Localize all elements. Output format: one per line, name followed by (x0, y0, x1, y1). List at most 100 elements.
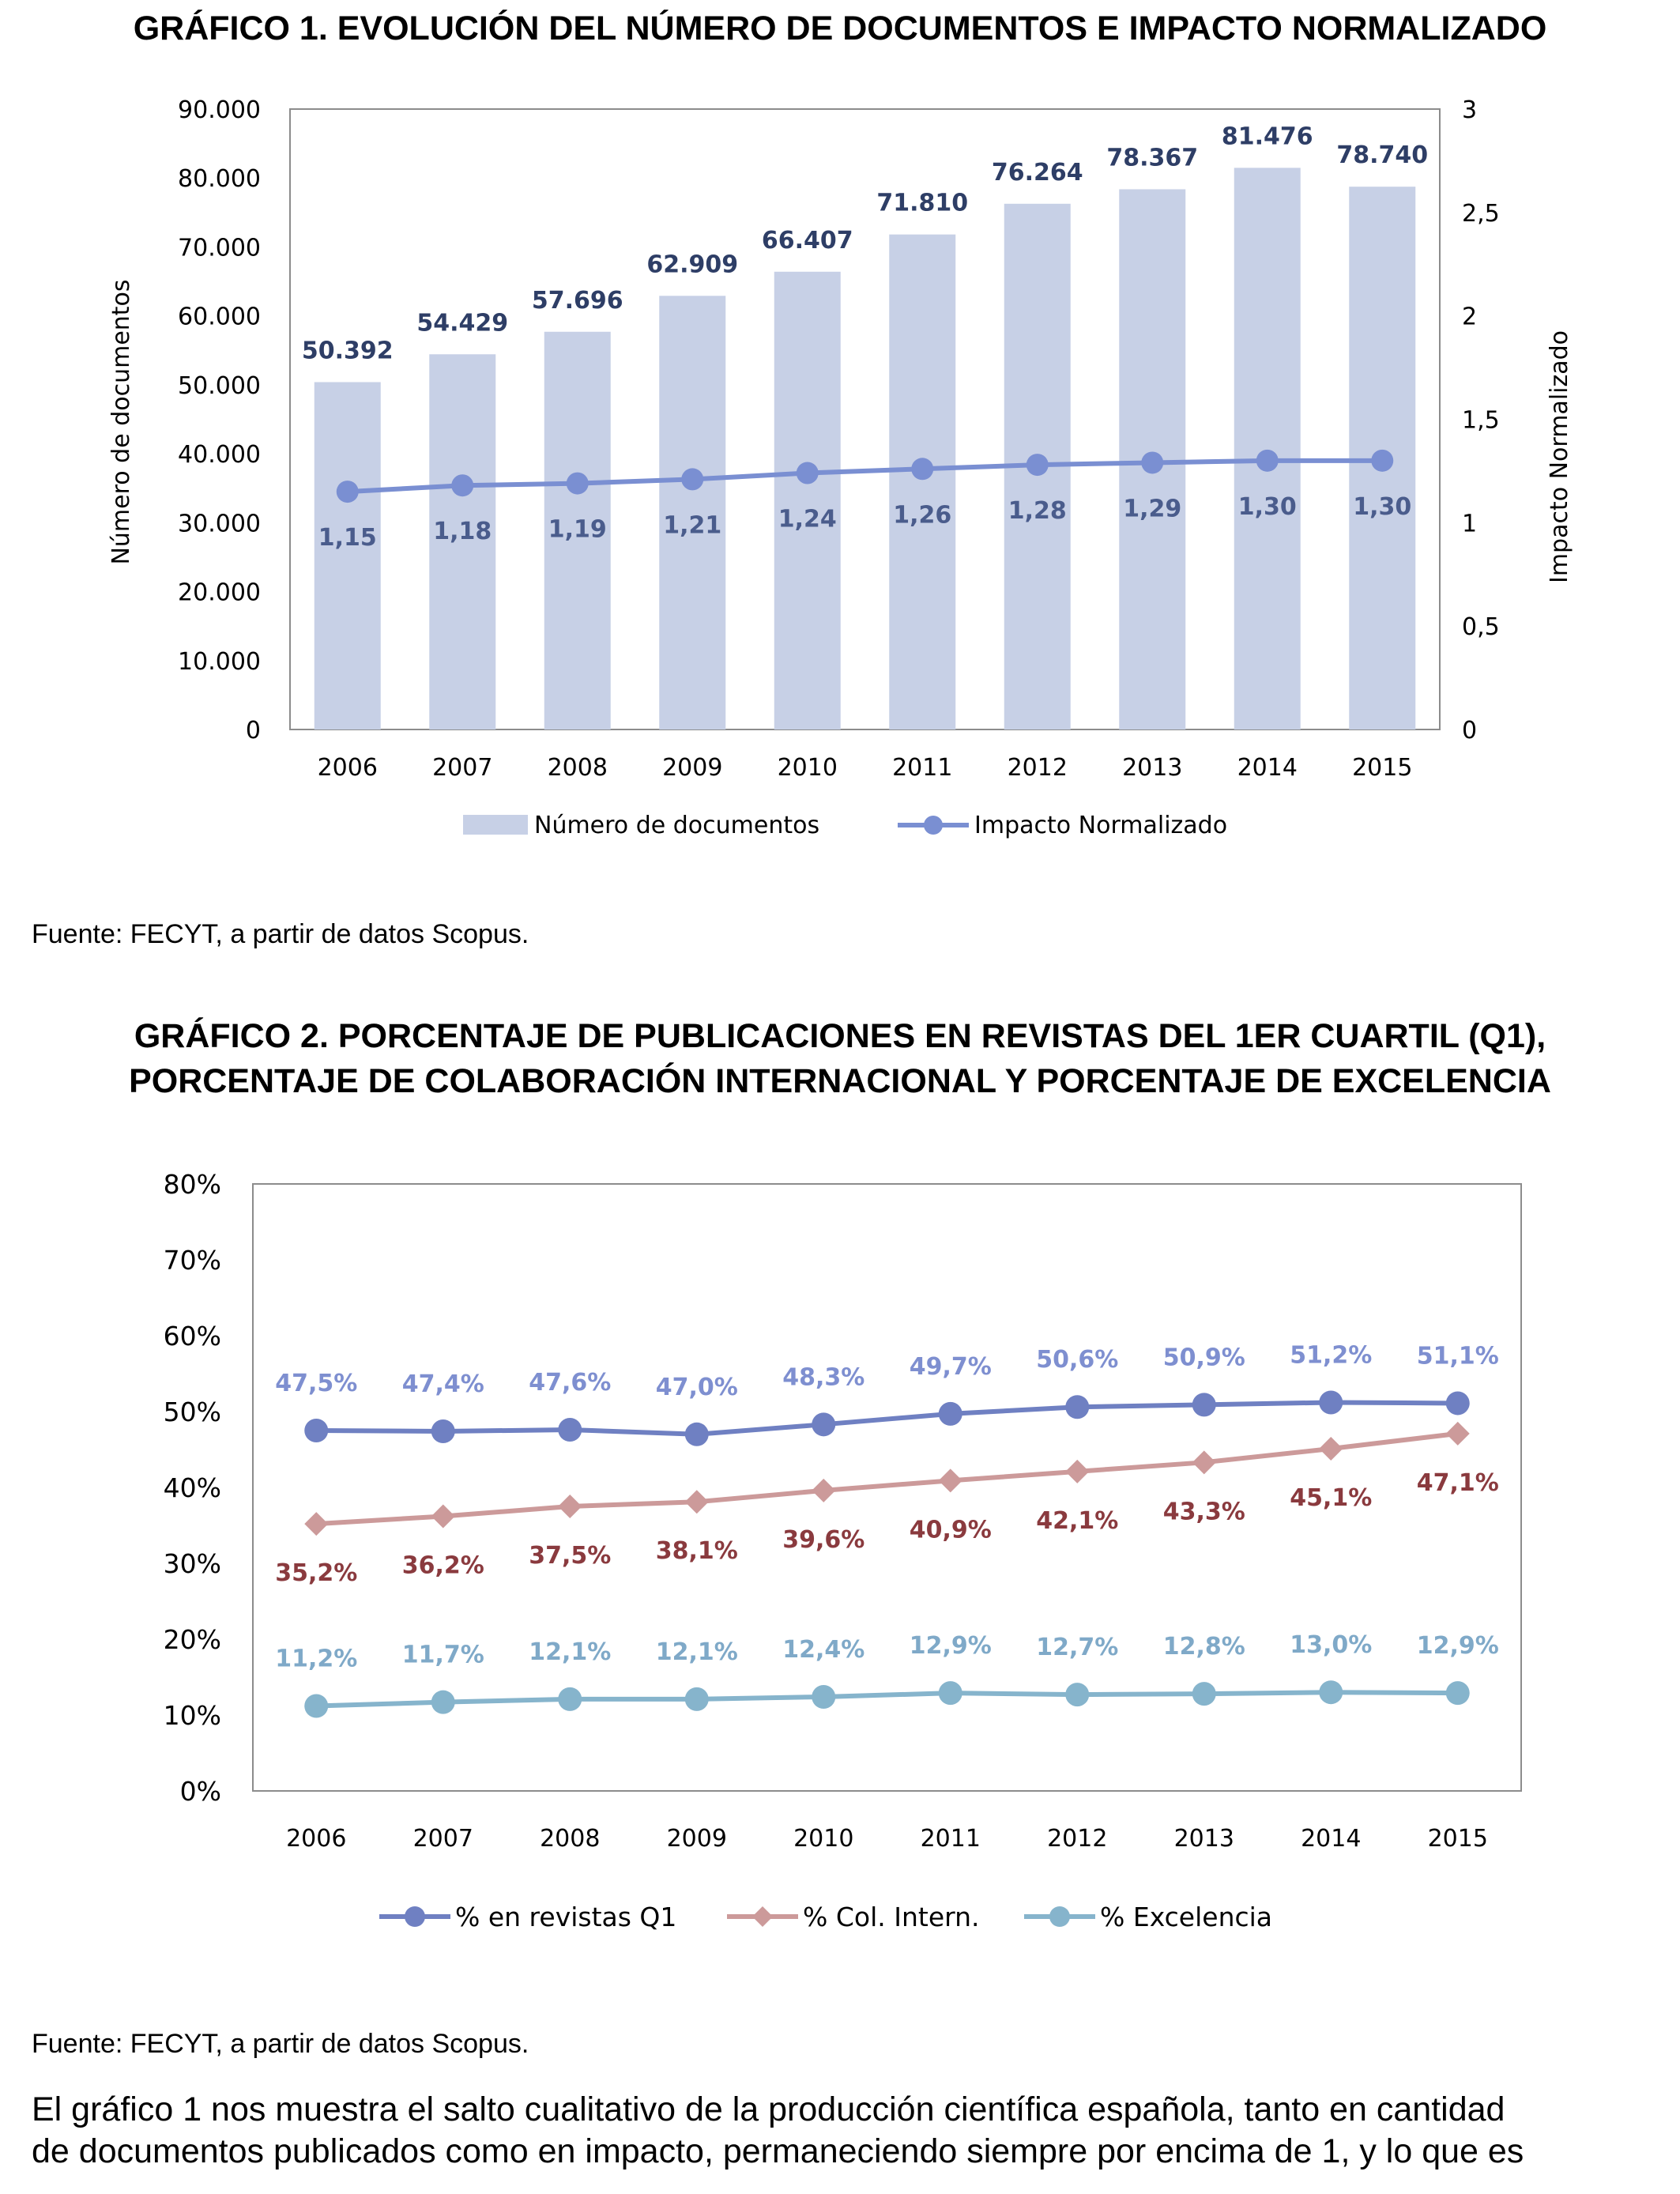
impact-data-label: 1,30 (1353, 493, 1411, 521)
series-data-label: 47,6% (529, 1369, 611, 1397)
x-axis-tick-label: 2006 (318, 754, 378, 782)
bar-data-label: 76.264 (992, 159, 1083, 187)
y-axis-tick-label: 50% (164, 1397, 221, 1427)
series-point-circle (812, 1412, 836, 1437)
series-data-label: 12,9% (910, 1632, 992, 1660)
legend-label: % en revistas Q1 (455, 1902, 676, 1932)
series-point-circle (558, 1418, 582, 1442)
legend-label-documents: Número de documentos (534, 812, 819, 839)
series-point-circle (1445, 1681, 1470, 1706)
bar-documents (1234, 168, 1301, 730)
series-data-label: 37,5% (529, 1542, 611, 1570)
x-axis-tick-label: 2014 (1301, 1825, 1361, 1853)
impact-point (451, 474, 474, 497)
series-data-label: 12,1% (656, 1638, 738, 1666)
y-axis-tick-label: 50.000 (178, 372, 261, 400)
series-point-circle (1065, 1683, 1090, 1707)
series-data-label: 12,9% (1417, 1632, 1499, 1660)
legend-marker-circle (405, 1906, 425, 1927)
plot-area-border (289, 108, 1441, 730)
impact-data-label: 1,19 (548, 516, 607, 544)
series-point-circle (304, 1694, 329, 1718)
series-data-label: 12,8% (1163, 1633, 1245, 1661)
y-axis-tick-label: 40.000 (178, 441, 261, 469)
x-axis-tick-label: 2008 (540, 1825, 600, 1853)
impact-point (566, 472, 589, 495)
x-axis-tick-label: 2014 (1237, 754, 1298, 782)
y-axis-tick-label: 60% (164, 1321, 221, 1351)
chart1-source: Fuente: FECYT, a partir de datos Scopus. (32, 919, 529, 949)
x-axis-tick-label: 2007 (432, 754, 492, 782)
impact-data-label: 1,21 (663, 511, 721, 539)
bar-documents (889, 234, 956, 729)
legend-label: % Excelencia (1100, 1902, 1272, 1932)
x-axis-tick-label: 2011 (892, 754, 952, 782)
impact-data-label: 1,15 (318, 524, 377, 552)
legend-marker-impact (924, 816, 943, 835)
series-point-diamond (304, 1512, 329, 1536)
impact-point (796, 462, 819, 484)
y-axis-tick-label: 0 (246, 717, 261, 745)
x-axis-tick-label: 2015 (1428, 1825, 1488, 1853)
y-axis-tick-label: 40% (164, 1472, 221, 1503)
series-point-circle (431, 1419, 455, 1443)
series-point-diamond (1319, 1437, 1343, 1461)
series-point-circle (1319, 1390, 1343, 1415)
series-data-label: 50,6% (1036, 1346, 1118, 1374)
impact-point (911, 458, 934, 481)
y-axis-tick-label: 70% (164, 1245, 221, 1276)
impact-data-label: 1,26 (893, 501, 951, 529)
chart2-title-line-1: GRÁFICO 2. PORCENTAJE DE PUBLICACIONES E… (134, 1017, 1546, 1055)
series-data-label: 47,5% (275, 1370, 357, 1397)
series-data-label: 43,3% (1163, 1498, 1245, 1525)
series-point-circle (684, 1687, 709, 1711)
y-axis-tick-label: 70.000 (178, 234, 261, 262)
series-data-label: 47,4% (402, 1370, 484, 1398)
y-axis-tick-label: 10.000 (178, 648, 261, 676)
series-point-diamond (1065, 1459, 1090, 1483)
impact-data-label: 1,18 (433, 518, 492, 545)
series-data-label: 12,1% (529, 1638, 611, 1666)
bar-data-label: 81.476 (1222, 123, 1313, 150)
x-axis-tick-label: 2012 (1047, 1825, 1107, 1853)
series-point-diamond (938, 1468, 962, 1493)
y2-axis-tick-label: 0,5 (1462, 613, 1500, 641)
series-data-label: 39,6% (782, 1526, 864, 1554)
series-line (316, 1431, 1459, 1527)
series-data-label: 51,2% (1290, 1341, 1372, 1369)
x-axis-tick-label: 2010 (778, 754, 838, 782)
body-line-2: de documentos publicados como en impacto… (32, 2132, 1524, 2170)
series-data-label: 13,0% (1290, 1631, 1372, 1659)
bar-data-label: 54.429 (416, 309, 508, 337)
series-data-label: 42,1% (1036, 1507, 1118, 1535)
bar-documents (774, 271, 841, 729)
legend-label-impact: Impacto Normalizado (974, 812, 1227, 839)
x-axis-tick-label: 2011 (921, 1825, 981, 1853)
y-axis-tick-label: 80% (164, 1169, 221, 1200)
series-point-circle (304, 1419, 329, 1442)
y-axis-tick-label: 30.000 (178, 510, 261, 537)
series-data-label: 38,1% (656, 1537, 738, 1565)
series-data-label: 49,7% (910, 1353, 992, 1381)
series-line (316, 1690, 1458, 1709)
chart2-source: Fuente: FECYT, a partir de datos Scopus. (32, 2029, 529, 2059)
series-data-label: 11,7% (402, 1642, 484, 1669)
impact-point (681, 468, 704, 491)
y-axis-tick-label: 20% (164, 1624, 221, 1655)
bar-documents (544, 331, 611, 729)
chart2-title-line-2: PORCENTAJE DE COLABORACIÓN INTERNACIONAL… (129, 1062, 1551, 1100)
series-data-label: 12,7% (1036, 1634, 1118, 1661)
series-point-circle (1192, 1393, 1216, 1417)
impact-data-label: 1,28 (1008, 497, 1067, 525)
impact-point (1141, 451, 1164, 474)
series-data-label: 47,0% (656, 1374, 738, 1401)
x-axis-tick-label: 2012 (1008, 754, 1068, 782)
y2-axis-tick-label: 1 (1462, 510, 1477, 537)
series-line (316, 1400, 1458, 1437)
y2-axis-label: Impacto Normalizado (1546, 330, 1573, 583)
impact-data-label: 1,29 (1123, 495, 1181, 522)
impact-line (347, 458, 1383, 495)
x-axis-tick-label: 2009 (667, 1825, 727, 1853)
bar-documents (659, 296, 726, 730)
y-axis-tick-label: 30% (164, 1548, 221, 1579)
